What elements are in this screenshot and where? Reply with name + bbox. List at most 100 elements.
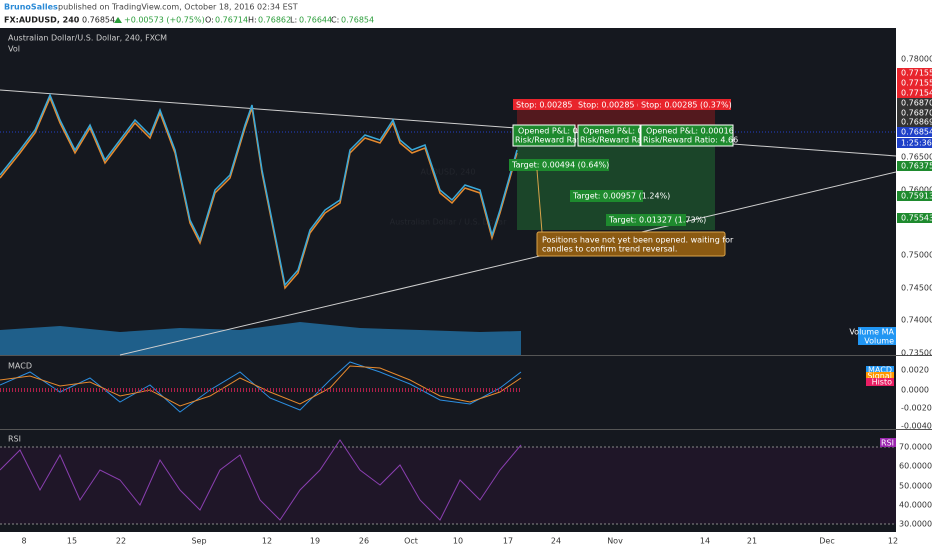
watermark: AUDUSD, 240 — [421, 168, 476, 177]
target-label-box — [606, 214, 686, 226]
price-axis-label: 0.74500 — [901, 284, 932, 293]
rsi-axis-label: 50.0000 — [899, 482, 932, 491]
change: +0.00573 (+0.75%) — [124, 16, 205, 25]
price: 0.76854 — [82, 16, 115, 25]
position-box — [577, 124, 641, 147]
lower-trendline — [119, 171, 897, 356]
h-label: H: — [248, 16, 257, 25]
author[interactable]: BrunoSalles — [4, 3, 58, 12]
high: 0.76862 — [258, 16, 291, 25]
time-axis-label: 26 — [359, 537, 369, 546]
volume-legend-box — [858, 336, 896, 345]
target-zone — [517, 132, 715, 230]
note: Positions have not yet been opened. wait… — [542, 236, 734, 245]
price-axis-badge — [897, 98, 932, 108]
price-axis-badge — [897, 138, 932, 148]
position-box — [640, 124, 734, 147]
macd-legend-box — [866, 366, 894, 374]
price-axis-label: 0.76375 — [901, 162, 932, 171]
price-axis-badge — [897, 213, 932, 223]
position-ratio: Risk/Reward Rati — [580, 136, 647, 145]
note-box — [536, 231, 726, 257]
volume-legend: Volume — [864, 337, 894, 346]
price-axis-label: 0.75543 — [901, 214, 932, 223]
volume-area — [0, 322, 521, 355]
position-labels: Stop: 0.00285 (Stop: 0.00285 (Stop: 0.00… — [509, 99, 738, 226]
macd-legend: MACD — [868, 366, 892, 375]
l-label: L: — [290, 16, 297, 25]
macd-legend: Histo — [872, 378, 893, 387]
price-axis-label: 0.77154 — [901, 89, 932, 98]
target-label: Target: 0.00957 (1.24%) — [572, 192, 670, 201]
rsi-axis-label: 60.0000 — [899, 462, 932, 471]
macd-axis-label: -0.0040 — [901, 422, 932, 431]
time-axis-label: 21 — [747, 537, 757, 546]
macd-axis-label: -0.0020 — [901, 404, 932, 413]
rsi-axis-label: 40.0000 — [899, 501, 932, 510]
rsi-band — [0, 447, 896, 524]
time-axis-label: 8 — [21, 537, 26, 546]
header-bar — [0, 0, 932, 28]
volume-legend: Volume MA — [849, 328, 894, 337]
stop-label: Stop: 0.00285 ( — [516, 101, 578, 110]
stop-label: Stop: 0.00285 (0.37%) — [641, 101, 732, 110]
target-label: Target: 0.01327 (1.73%) — [608, 216, 706, 225]
stop-label: Stop: 0.00285 ( — [578, 101, 640, 110]
volume-legend-box — [858, 327, 896, 336]
time-axis-label: 15 — [67, 537, 77, 546]
macd-legend-box — [866, 372, 894, 380]
price-axis-label: 0.78000 — [901, 55, 932, 64]
price-axis-label: 0.77155 — [901, 79, 932, 88]
time-axis — [0, 532, 896, 550]
time-axis-label: 22 — [116, 537, 126, 546]
target-label-box — [509, 159, 609, 171]
time-axis-label: 10 — [453, 537, 463, 546]
price-axis-label: 0.76870 — [901, 99, 932, 108]
macd-legend-box — [866, 378, 894, 386]
time-axis-label: 12 — [262, 537, 272, 546]
watermark-subtitle: Australian Dollar / U.S. Dollar — [390, 218, 507, 227]
o-label: O: — [205, 16, 214, 25]
rsi-legend-box — [880, 438, 896, 447]
time-axis-label: Nov — [607, 537, 623, 546]
time-axis-label: 17 — [503, 537, 513, 546]
position-box — [512, 124, 576, 147]
stop-label-box — [513, 99, 578, 110]
rsi-axis-label: 30.0000 — [899, 520, 932, 529]
symbol: FX:AUDUSD, 240 — [4, 16, 80, 25]
macd-title: MACD — [8, 362, 32, 371]
rsi-legend: RSI — [881, 439, 894, 448]
stop-label-box — [638, 99, 731, 110]
rsi-axis-label: 70.0000 — [899, 443, 932, 452]
position-pnl: Opened P&L: 0 — [518, 127, 578, 136]
rsi-line — [0, 439, 522, 521]
price-axis-label: 0.74000 — [901, 316, 932, 325]
price-line — [0, 93, 518, 287]
time-axis-label: 24 — [551, 537, 561, 546]
position-pnl: Opened P&L: 0.00016 — [646, 127, 734, 136]
macd-line — [0, 361, 522, 413]
price-axis-badge — [897, 78, 932, 88]
macd-axis-label: 0.0020 — [901, 366, 929, 375]
price-axis-badge — [897, 88, 932, 98]
time-axis-label: 14 — [700, 537, 710, 546]
c-label: C: — [331, 16, 339, 25]
time-axis-label: Dec — [819, 537, 834, 546]
price-axis-label: 0.73500 — [901, 349, 932, 358]
target-label: Target: 0.00494 (0.64%) — [511, 161, 609, 170]
up-arrow — [114, 17, 122, 23]
price-axis-badge — [897, 191, 932, 201]
position-ratio: Risk/Reward Rati — [515, 136, 582, 145]
price-axis-badge — [897, 117, 932, 127]
time-axis-label: Sep — [191, 537, 206, 546]
main-title: Australian Dollar/U.S. Dollar, 240, FXCM — [8, 34, 167, 43]
time-axis-label: Oct — [404, 537, 418, 546]
open: 0.76714 — [215, 16, 248, 25]
price-axis-label: 0.75913 — [901, 192, 932, 201]
price-axis-badge — [897, 127, 932, 137]
note-pointer — [536, 169, 543, 233]
price-axis-badge — [897, 68, 932, 78]
position-pnl: Opened P&L: 0 — [583, 127, 643, 136]
